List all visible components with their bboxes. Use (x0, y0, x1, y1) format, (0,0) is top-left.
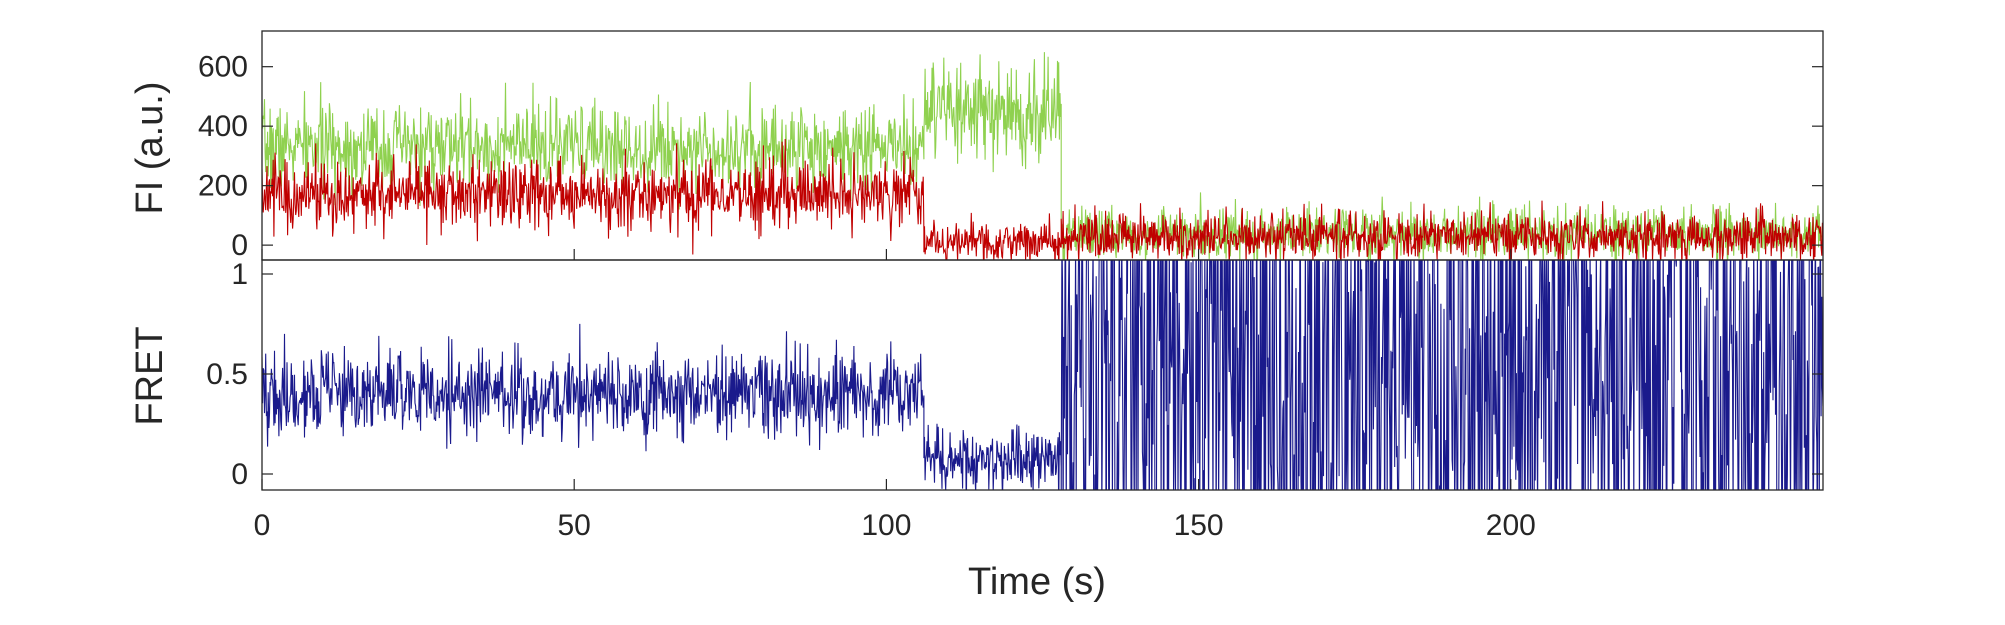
y-tick-label: 600 (198, 51, 248, 84)
fluorescence-panel: 0 200 400 600 (198, 30, 1824, 262)
top-y-axis-label: FI (a.u.) (129, 81, 171, 214)
y-tick-label: 0.5 (206, 358, 248, 391)
y-tick-label: 200 (198, 170, 248, 203)
x-tick-label: 0 (254, 509, 271, 542)
x-tick-label: 150 (1174, 509, 1224, 542)
x-axis-label: Time (s) (968, 561, 1106, 603)
y-tick-label: 400 (198, 110, 248, 143)
y-tick-label: 0 (231, 458, 248, 491)
x-tick-label: 100 (861, 509, 911, 542)
donor-trace (262, 52, 1823, 260)
fret-panel: 0 0.5 1 0 50 100 150 200 (206, 258, 1824, 542)
y-tick-label: 0 (231, 229, 248, 262)
acceptor-trace (262, 138, 1823, 260)
plot-frame (261, 259, 1824, 491)
x-tick-label: 50 (558, 509, 591, 542)
bottom-y-axis-label: FRET (129, 326, 171, 425)
y-tick-label: 1 (231, 258, 248, 291)
x-tick-label: 200 (1486, 509, 1536, 542)
fret-trace (262, 260, 1823, 490)
